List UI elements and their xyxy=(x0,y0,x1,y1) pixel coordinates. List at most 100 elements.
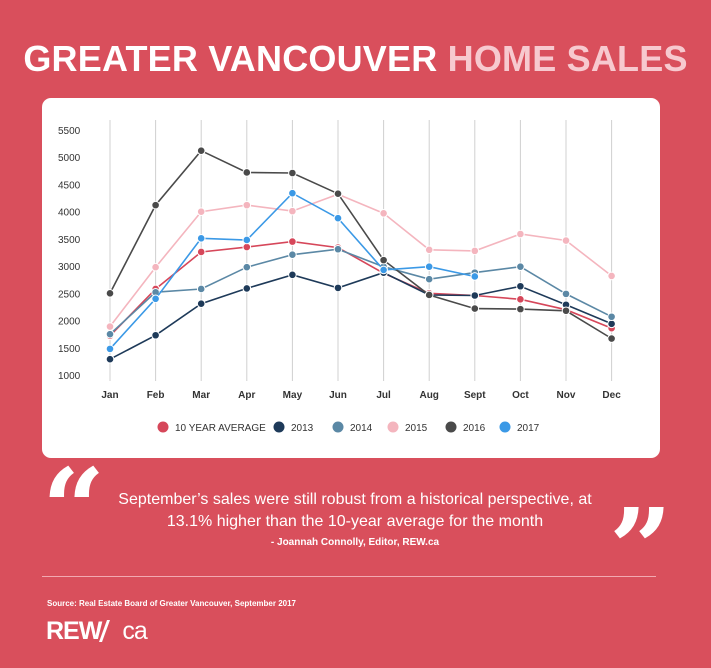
x-tick-label: Jan xyxy=(101,390,118,401)
data-point-2016 xyxy=(561,306,571,316)
data-point-2014 xyxy=(288,250,297,259)
data-point-2014 xyxy=(561,289,571,299)
data-point-2016 xyxy=(607,334,616,343)
data-point-10-year-average xyxy=(242,242,252,252)
x-tick-label: Nov xyxy=(557,390,576,401)
legend-label: 10 YEAR AVERAGE xyxy=(175,423,266,434)
rew-logo: REW ca xyxy=(46,616,148,646)
y-tick-label: 4500 xyxy=(58,180,81,191)
close-quote-icon: ” xyxy=(609,484,673,613)
quote-author: - Joannah Connolly, Editor, REW.ca xyxy=(270,537,440,548)
series-line-2013 xyxy=(109,271,612,360)
data-point-2016 xyxy=(424,290,434,300)
data-point-2015 xyxy=(242,200,252,210)
x-tick-label: Feb xyxy=(147,390,165,401)
title-main: GREATER VANCOUVER xyxy=(23,38,438,79)
x-tick-label: Jul xyxy=(376,390,391,401)
y-tick-label: 5000 xyxy=(58,153,81,164)
data-point-2016 xyxy=(516,304,525,314)
source-note: Source: Real Estate Board of Greater Van… xyxy=(47,599,296,608)
legend-swatch xyxy=(273,421,285,433)
chart-card: 1000 1500 2000 2500 3000 3500 4000 4500 5000 5500… xyxy=(42,98,660,458)
logo-text-ca: ca xyxy=(122,616,147,645)
data-point-2013 xyxy=(196,299,206,308)
data-point-2017 xyxy=(151,294,160,304)
data-point-2014 xyxy=(516,262,525,271)
legend-swatch xyxy=(445,421,457,433)
x-tick-label: Dec xyxy=(602,390,621,401)
y-tick-label: 2000 xyxy=(58,317,81,328)
legend-label: 2016 xyxy=(463,423,486,434)
legend-swatch xyxy=(332,421,344,433)
data-point-2017 xyxy=(288,188,297,198)
data-point-2016 xyxy=(379,255,388,265)
data-point-2014 xyxy=(196,284,206,294)
data-point-2015 xyxy=(470,246,480,256)
legend-swatch xyxy=(387,421,399,433)
y-tick-label: 4000 xyxy=(58,208,81,219)
page-title: GREATER VANCOUVER HOME SALES xyxy=(0,38,711,80)
y-tick-label: 1500 xyxy=(58,344,81,355)
data-point-2013 xyxy=(470,291,480,300)
y-tick-label: 5500 xyxy=(58,126,81,137)
y-tick-label: 3000 xyxy=(58,262,81,273)
data-point-2013 xyxy=(288,270,297,280)
series-line-2014 xyxy=(109,248,612,335)
data-point-2016 xyxy=(151,200,160,210)
data-point-2013 xyxy=(516,281,525,291)
x-tick-label: Sept xyxy=(464,390,486,401)
y-tick-label: 3500 xyxy=(58,235,81,246)
data-point-2014 xyxy=(333,244,343,254)
x-tick-label: Mar xyxy=(192,390,210,401)
legend-swatch xyxy=(499,421,511,433)
series-line-2015 xyxy=(109,193,613,327)
data-point-2014 xyxy=(424,274,434,284)
data-point-2016 xyxy=(470,304,480,313)
x-tick-label: Aug xyxy=(419,390,438,401)
data-point-2013 xyxy=(333,283,343,293)
data-point-10-year-average xyxy=(196,247,206,257)
divider xyxy=(42,576,656,577)
data-point-2015 xyxy=(379,209,388,218)
data-point-2015 xyxy=(288,206,297,216)
legend-label: 2014 xyxy=(350,423,373,434)
data-point-2017 xyxy=(470,272,480,281)
data-point-2016 xyxy=(333,189,343,198)
data-point-10-year-average xyxy=(288,237,297,246)
data-point-2015 xyxy=(105,322,115,331)
data-point-2015 xyxy=(196,207,206,216)
x-tick-label: Apr xyxy=(238,390,255,401)
series-line-2016 xyxy=(109,149,613,340)
data-point-2015 xyxy=(424,245,434,255)
x-tick-label: Jun xyxy=(329,390,347,401)
y-tick-label: 2500 xyxy=(58,289,81,300)
logo-text-rew: REW xyxy=(46,616,102,645)
data-point-2013 xyxy=(151,330,160,340)
data-point-2017 xyxy=(379,265,388,275)
data-point-2014 xyxy=(607,312,616,322)
data-point-2013 xyxy=(607,319,616,329)
data-point-2017 xyxy=(242,235,252,245)
data-point-2014 xyxy=(105,329,115,339)
data-point-2013 xyxy=(242,284,252,293)
data-point-2016 xyxy=(105,289,115,298)
data-point-2013 xyxy=(105,354,115,364)
x-tick-label: Oct xyxy=(512,390,529,401)
data-point-2014 xyxy=(242,262,252,272)
data-point-2015 xyxy=(151,262,160,272)
legend-label: 2013 xyxy=(291,423,314,434)
line-chart: 1000 1500 2000 2500 3000 3500 4000 4500 5000 5500… xyxy=(58,120,621,434)
data-point-2015 xyxy=(561,236,571,245)
data-point-2015 xyxy=(607,271,616,281)
legend-label: 2015 xyxy=(405,423,428,434)
legend-swatch xyxy=(157,421,169,433)
data-point-2016 xyxy=(288,168,297,178)
title-accent: HOME SALES xyxy=(447,38,688,79)
data-point-2017 xyxy=(424,262,434,271)
data-point-2016 xyxy=(242,168,252,177)
y-tick-label: 1000 xyxy=(58,371,81,382)
quote-text: September’s sales were still robust from… xyxy=(118,491,592,530)
series-line-10-year-average xyxy=(109,240,612,337)
open-quote-icon: “ xyxy=(42,444,106,573)
data-point-2017 xyxy=(105,344,115,354)
